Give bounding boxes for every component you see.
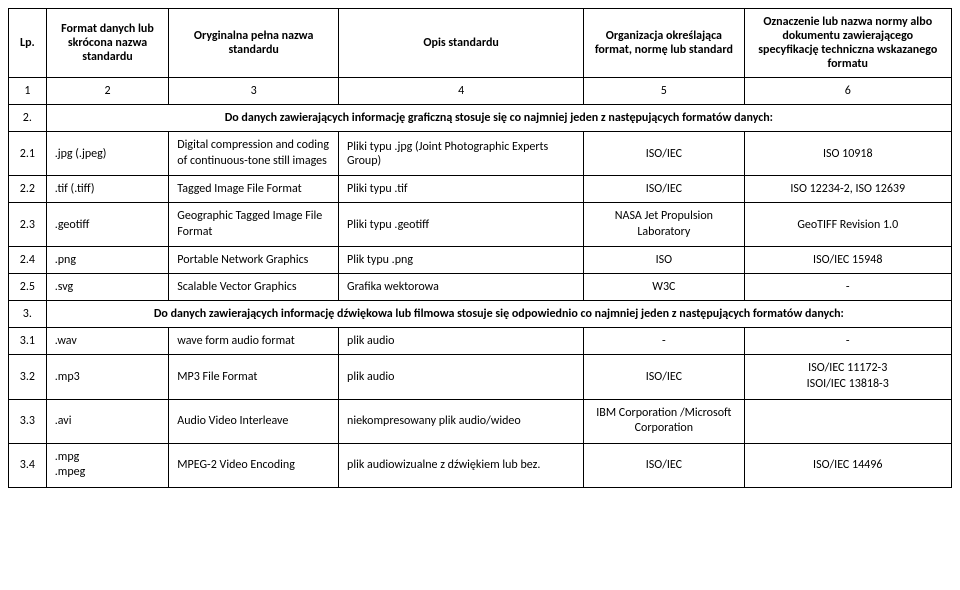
cell-desc: Plik typu .png	[339, 247, 584, 274]
h-norm: Oznaczenie lub nazwa normy albo dokument…	[744, 9, 952, 78]
cell-short: .geotiff	[46, 203, 169, 247]
cell-org: W3C	[584, 274, 744, 301]
cell-norm: -	[744, 328, 952, 355]
cell-norm: -	[744, 274, 952, 301]
table-row: 2.3 .geotiff Geographic Tagged Image Fil…	[9, 203, 952, 247]
cell-short: .jpg (.jpeg)	[46, 132, 169, 176]
num-2: 2	[46, 78, 169, 105]
num-3: 3	[169, 78, 339, 105]
cell-org: NASA Jet Propulsion Laboratory	[584, 203, 744, 247]
cell-lp: 2.3	[9, 203, 47, 247]
cell-short: .svg	[46, 274, 169, 301]
table-row: 3.1 .wav wave form audio format plik aud…	[9, 328, 952, 355]
h-org: Organizacja określająca format, normę lu…	[584, 9, 744, 78]
h-lp: Lp.	[9, 9, 47, 78]
cell-norm: ISO/IEC 11172-3 ISOI/IEC 13818-3	[744, 355, 952, 399]
table-row: 2.1 .jpg (.jpeg) Digital compression and…	[9, 132, 952, 176]
cell-org: -	[584, 328, 744, 355]
sec3-num: 3.	[9, 301, 47, 328]
norm-line1: ISO/IEC 11172-3	[753, 361, 944, 377]
num-6: 6	[744, 78, 952, 105]
h-desc: Opis standardu	[339, 9, 584, 78]
cell-full: Audio Video Interleave	[169, 399, 339, 443]
cell-full: wave form audio format	[169, 328, 339, 355]
cell-desc: plik audio	[339, 355, 584, 399]
cell-short: .mp3	[46, 355, 169, 399]
cell-full: Tagged Image File Format	[169, 176, 339, 203]
cell-org: ISO/IEC	[584, 355, 744, 399]
section-2: 2. Do danych zawierających informację gr…	[9, 105, 952, 132]
table-row: 3.3 .avi Audio Video Interleave niekompr…	[9, 399, 952, 443]
section-3: 3. Do danych zawierających informację dź…	[9, 301, 952, 328]
cell-desc: Pliki typu .geotiff	[339, 203, 584, 247]
number-row: 1 2 3 4 5 6	[9, 78, 952, 105]
sec2-num: 2.	[9, 105, 47, 132]
cell-norm: GeoTIFF Revision 1.0	[744, 203, 952, 247]
cell-desc: Pliki typu .tif	[339, 176, 584, 203]
cell-norm: ISO/IEC 15948	[744, 247, 952, 274]
short-line2: .mpeg	[55, 465, 161, 481]
cell-desc: niekompresowany plik audio/wideo	[339, 399, 584, 443]
table-row: 3.4 .mpg .mpeg MPEG-2 Video Encoding pli…	[9, 443, 952, 487]
h-short: Format danych lub skrócona nazwa standar…	[46, 9, 169, 78]
num-5: 5	[584, 78, 744, 105]
cell-lp: 3.3	[9, 399, 47, 443]
cell-lp: 2.1	[9, 132, 47, 176]
cell-desc: Grafika wektorowa	[339, 274, 584, 301]
cell-norm: ISO/IEC 14496	[744, 443, 952, 487]
cell-desc: plik audiowizualne z dźwiękiem lub bez.	[339, 443, 584, 487]
cell-norm: ISO 10918	[744, 132, 952, 176]
cell-norm	[744, 399, 952, 443]
cell-short: .wav	[46, 328, 169, 355]
cell-org: ISO	[584, 247, 744, 274]
num-4: 4	[339, 78, 584, 105]
cell-full: MP3 File Format	[169, 355, 339, 399]
cell-lp: 3.1	[9, 328, 47, 355]
cell-short: .tif (.tiff)	[46, 176, 169, 203]
cell-lp: 3.2	[9, 355, 47, 399]
cell-org: ISO/IEC	[584, 443, 744, 487]
norm-line2: ISOI/IEC 13818-3	[753, 377, 944, 393]
cell-lp: 2.5	[9, 274, 47, 301]
short-line1: .mpg	[55, 450, 161, 466]
num-1: 1	[9, 78, 47, 105]
table-row: 3.2 .mp3 MP3 File Format plik audio ISO/…	[9, 355, 952, 399]
cell-desc: plik audio	[339, 328, 584, 355]
header-row: Lp. Format danych lub skrócona nazwa sta…	[9, 9, 952, 78]
sec2-text: Do danych zawierających informację grafi…	[46, 105, 951, 132]
cell-short: .avi	[46, 399, 169, 443]
cell-short: .mpg .mpeg	[46, 443, 169, 487]
cell-lp: 2.4	[9, 247, 47, 274]
h-full: Oryginalna pełna nazwa standardu	[169, 9, 339, 78]
cell-full: MPEG-2 Video Encoding	[169, 443, 339, 487]
cell-full: Scalable Vector Graphics	[169, 274, 339, 301]
table-row: 2.2 .tif (.tiff) Tagged Image File Forma…	[9, 176, 952, 203]
cell-short: .png	[46, 247, 169, 274]
cell-full: Portable Network Graphics	[169, 247, 339, 274]
cell-org: ISO/IEC	[584, 176, 744, 203]
cell-norm: ISO 12234-2, ISO 12639	[744, 176, 952, 203]
cell-org: IBM Corporation /Microsoft Corporation	[584, 399, 744, 443]
cell-desc: Pliki typu .jpg (Joint Photographic Expe…	[339, 132, 584, 176]
table-row: 2.4 .png Portable Network Graphics Plik …	[9, 247, 952, 274]
cell-full: Digital compression and coding of contin…	[169, 132, 339, 176]
cell-org: ISO/IEC	[584, 132, 744, 176]
cell-lp: 3.4	[9, 443, 47, 487]
sec3-text: Do danych zawierających informację dźwię…	[46, 301, 951, 328]
cell-full: Geographic Tagged Image File Format	[169, 203, 339, 247]
standards-table: Lp. Format danych lub skrócona nazwa sta…	[8, 8, 952, 488]
cell-lp: 2.2	[9, 176, 47, 203]
table-row: 2.5 .svg Scalable Vector Graphics Grafik…	[9, 274, 952, 301]
